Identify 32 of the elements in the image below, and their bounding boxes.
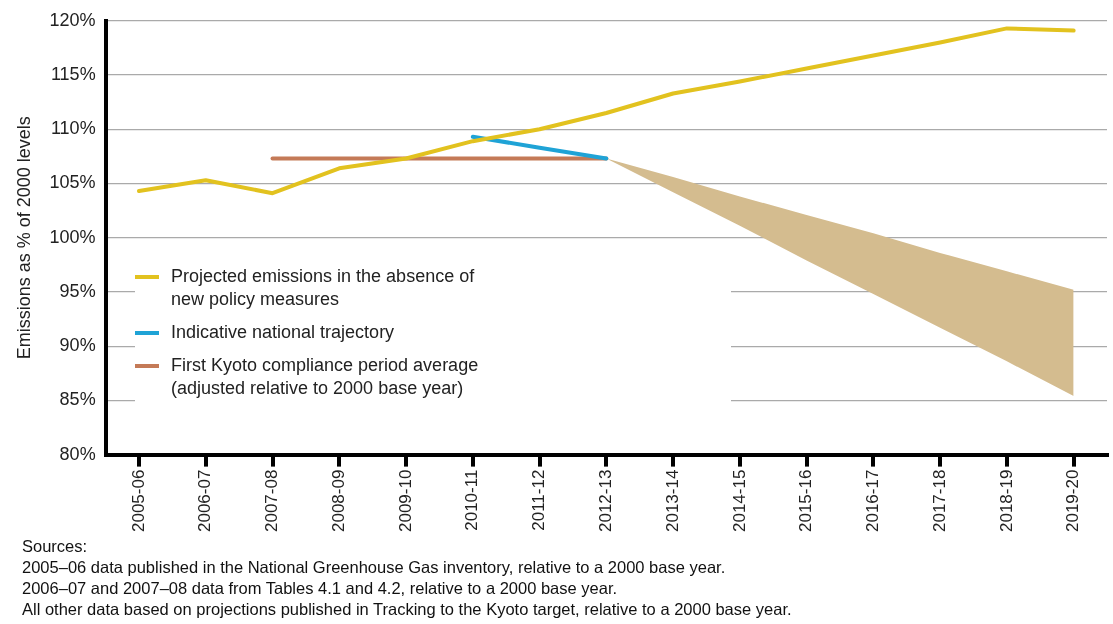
legend-label: Indicative national trajectory	[171, 321, 396, 344]
y-tick-label: 85%	[59, 389, 96, 410]
text: All other data based on projections published in Tracking to the Kyoto target, relative to a 2000 base year.	[22, 599, 792, 620]
x-tick-label: 2007-08	[262, 469, 282, 532]
x-tick-label: 2013-14	[662, 469, 682, 532]
y-tick-label: 80%	[59, 443, 96, 464]
text: 2005–06 data published in the National Greenhouse Gas inventory, relative to a 2000 base year.	[22, 557, 727, 578]
y-axis-title: Emissions as % of 2000 levels	[13, 116, 34, 360]
legend-label: Projected emissions in the absence of new policy measures	[171, 265, 476, 311]
x-tick-label: 2017-18	[929, 469, 949, 532]
legend-label: First Kyoto compliance period average (adjusted relative to 2000 base year)	[171, 354, 480, 400]
x-tick-label: 2011-12	[529, 469, 549, 531]
y-tick-label: 120%	[49, 9, 96, 30]
source-note: Sources:	[22, 536, 89, 557]
x-tick-label: 2016-17	[863, 469, 883, 532]
y-tick-label: 110%	[50, 118, 96, 139]
x-tick-label: 2010-11	[462, 469, 482, 531]
x-tick-label: 2018-19	[996, 469, 1016, 532]
y-tick-label: 100%	[49, 226, 96, 247]
y-tick-label: 115%	[50, 64, 96, 84]
x-tick-label: 2015-16	[796, 469, 816, 532]
x-tick-label: 2005-06	[128, 469, 148, 532]
y-tick-label: 105%	[49, 172, 96, 193]
x-tick-label: 2019-20	[1063, 469, 1083, 532]
y-tick-label: 95%	[59, 280, 96, 301]
x-tick-label: 2012-13	[596, 469, 616, 532]
text: 2006–07 and 2007–08 data from Tables 4.1 and 4.2, relative to a 2000 base year.	[22, 578, 619, 599]
y-tick-label: 90%	[59, 335, 96, 356]
x-tick-label: 2008-09	[328, 469, 348, 532]
x-tick-label: 2014-15	[729, 469, 749, 532]
x-tick-label: 2006-07	[195, 469, 215, 532]
x-tick-label: 2009-10	[395, 469, 415, 532]
